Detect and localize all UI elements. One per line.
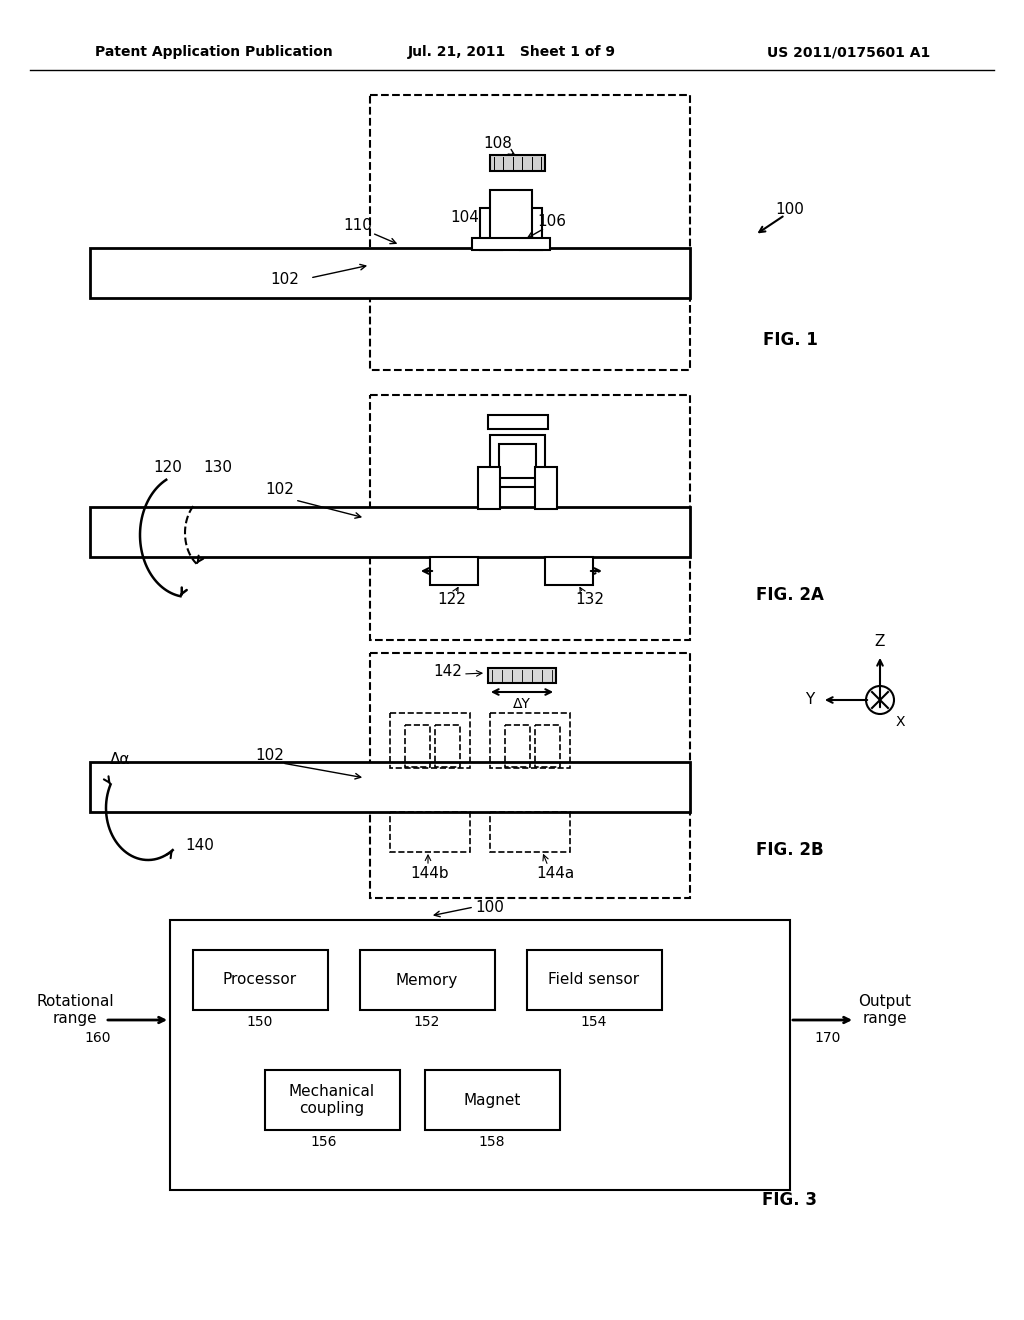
Text: 150: 150 <box>247 1015 273 1030</box>
Text: Magnet: Magnet <box>463 1093 520 1107</box>
Bar <box>472 238 550 249</box>
Bar <box>390 812 470 851</box>
Bar <box>193 950 328 1010</box>
Text: Processor: Processor <box>223 973 297 987</box>
Bar <box>370 395 690 640</box>
Bar <box>370 653 690 898</box>
Bar <box>430 557 478 585</box>
Bar <box>480 209 502 249</box>
Text: 120: 120 <box>154 461 182 475</box>
Text: 122: 122 <box>437 593 467 607</box>
Text: Field sensor: Field sensor <box>549 973 640 987</box>
Text: Z: Z <box>874 635 885 649</box>
Bar <box>170 920 790 1191</box>
Text: 156: 156 <box>310 1135 337 1148</box>
Text: FIG. 3: FIG. 3 <box>763 1191 817 1209</box>
Bar <box>535 725 560 767</box>
Bar <box>490 154 545 172</box>
Text: FIG. 2A: FIG. 2A <box>756 586 824 605</box>
Text: 142: 142 <box>433 664 463 680</box>
Bar <box>520 209 542 249</box>
Bar <box>390 713 470 768</box>
Text: ΔY: ΔY <box>513 697 530 711</box>
Text: FIG. 1: FIG. 1 <box>763 331 817 348</box>
Text: Rotational
range: Rotational range <box>36 994 114 1026</box>
Text: 158: 158 <box>479 1135 505 1148</box>
Bar <box>90 762 690 812</box>
Text: 170: 170 <box>815 1031 841 1045</box>
Text: FIG. 2B: FIG. 2B <box>756 841 824 859</box>
Bar <box>370 95 690 370</box>
Bar <box>490 190 532 248</box>
Text: 130: 130 <box>204 461 232 475</box>
Text: Output
range: Output range <box>858 994 911 1026</box>
Bar <box>490 812 570 851</box>
Bar <box>478 467 500 510</box>
Text: 154: 154 <box>581 1015 607 1030</box>
Text: 108: 108 <box>483 136 512 150</box>
Bar <box>490 713 570 768</box>
Bar <box>90 248 690 298</box>
Bar <box>527 950 662 1010</box>
Text: 102: 102 <box>256 747 285 763</box>
Text: US 2011/0175601 A1: US 2011/0175601 A1 <box>767 45 930 59</box>
Text: Y: Y <box>805 693 815 708</box>
Bar <box>535 467 557 510</box>
Bar <box>545 557 593 585</box>
Bar <box>490 436 545 487</box>
Bar <box>435 725 460 767</box>
Text: Mechanical
coupling: Mechanical coupling <box>289 1084 375 1117</box>
Text: 152: 152 <box>414 1015 440 1030</box>
Text: 100: 100 <box>775 202 805 218</box>
Text: Memory: Memory <box>396 973 458 987</box>
Text: Jul. 21, 2011   Sheet 1 of 9: Jul. 21, 2011 Sheet 1 of 9 <box>408 45 616 59</box>
Text: 102: 102 <box>270 272 299 288</box>
Bar <box>488 414 548 429</box>
Text: 102: 102 <box>265 483 295 498</box>
Text: 110: 110 <box>344 218 373 232</box>
Bar <box>488 668 556 682</box>
Text: X: X <box>895 715 905 729</box>
Bar <box>406 725 430 767</box>
Bar <box>505 725 530 767</box>
Bar <box>425 1071 560 1130</box>
Text: 144a: 144a <box>536 866 574 880</box>
Text: Δα: Δα <box>110 752 130 767</box>
Bar <box>499 444 536 478</box>
Text: 160: 160 <box>85 1031 112 1045</box>
Text: 140: 140 <box>185 837 214 853</box>
Bar <box>90 507 690 557</box>
Text: 144b: 144b <box>411 866 450 880</box>
Text: 132: 132 <box>575 593 604 607</box>
Bar <box>360 950 495 1010</box>
Text: 104: 104 <box>451 210 479 226</box>
Text: Patent Application Publication: Patent Application Publication <box>95 45 333 59</box>
Text: 100: 100 <box>475 900 505 916</box>
Bar <box>265 1071 400 1130</box>
Text: 106: 106 <box>538 214 566 230</box>
